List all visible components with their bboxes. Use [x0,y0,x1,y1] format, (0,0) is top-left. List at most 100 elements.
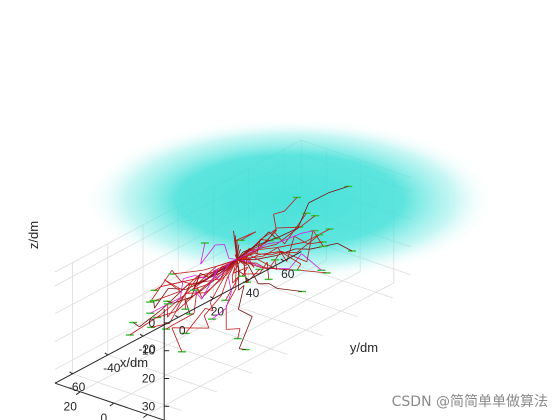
trajectory-segment [272,230,285,245]
trajectory-segment [132,322,140,328]
trajectory-segment [238,270,246,277]
y-tick-label: 60 [281,267,295,281]
trajectory-segment [256,262,269,271]
y-axis-line [54,251,302,384]
trajectory-segment [328,186,349,194]
trajectory-segment [228,258,238,260]
x-axis-label: x/dm [120,355,148,370]
trajectory-segment [226,328,241,330]
trajectory-segment [200,242,206,265]
trajectory-segment [236,253,255,260]
trajectory-segment [208,266,227,278]
y-tick-label: 40 [246,286,260,300]
y-tick [104,352,109,356]
trajectory-segment [221,277,228,296]
trajectory-segment [227,259,238,275]
grid-line [80,259,327,393]
trajectory-segment [306,230,314,262]
trajectory-segment [171,313,195,326]
trajectory-segment [180,280,197,286]
z-axis-label: z/dm [26,221,41,249]
trajectory-segment [337,243,353,252]
trajectory-segment [193,289,203,300]
trajectory-segment [237,328,241,339]
trajectory-segment [200,272,210,278]
trajectory-segment [297,202,310,229]
trajectory-segment [245,253,248,266]
trajectory-segment [296,263,302,271]
trajectory-segment [225,275,241,301]
trajectory-segment [203,263,225,271]
trajectory-segment [236,246,254,260]
grid-line [248,279,358,318]
trajectory-segment [194,269,204,272]
watermark: CSDN @简简单单做算法 [392,393,548,410]
trajectory-segment [247,249,260,256]
axes [54,251,302,420]
trajectory-segment [197,271,215,277]
trajectory-segment [201,268,219,300]
trajectory-segment [277,247,288,262]
y-tick [245,277,249,281]
trajectory-segment [232,266,248,274]
trajectory-segment [248,242,267,252]
trajectory-segment [216,274,222,280]
trajectory-segment [286,236,295,262]
trajectory-segment [259,247,278,250]
trajectory-segment [251,243,269,252]
grid-line [147,282,394,415]
y-tick-label: 0 [179,323,186,337]
trajectory-segment [254,255,277,261]
x-tick-label: 20 [64,400,78,414]
trajectory-segment [176,290,201,312]
y-tick-label: -40 [103,361,121,375]
trajectory-segment [273,210,285,215]
trajectory-segment [201,273,223,291]
trajectory-segment [171,327,183,352]
trajectory-segment [200,244,216,265]
trajectory-segment [139,309,162,328]
trajectory-segment [181,275,199,291]
trajectory-segment [238,285,245,291]
trajectory-segment [274,259,278,270]
trajectory-segment [231,259,238,262]
x-tick [143,414,148,418]
trajectory-segment [155,290,181,301]
trajectory-segment [213,268,219,272]
trajectory-segment [167,300,174,304]
trajectory-segment [167,274,201,318]
trajectory-segment [284,197,298,212]
y-tick-label: 20 [211,305,225,319]
trajectory-segment [246,269,260,284]
trajectory-segment [250,244,277,252]
trajectory-segment [296,234,320,254]
trajectory-segment [172,296,192,304]
z-tick-label: 10 [142,344,156,358]
y-tick-label: -60 [68,380,86,394]
trajectory-segment [253,231,270,248]
trajectory-segment [267,251,282,270]
y-tick [280,258,285,262]
trajectory-segment [238,285,245,310]
trajectory-segment [157,310,177,318]
trajectory-segment [225,291,232,309]
trajectory-segment [220,259,238,280]
trajectory-paths [125,185,356,353]
trajectory-segment [279,227,298,238]
x-axis-line [54,382,165,420]
grid-line [72,373,182,412]
trajectory-segment [153,300,155,309]
trajectory-segment [165,325,173,330]
x-tick-label: 0 [100,411,107,420]
trajectory-segment [236,244,240,260]
trajectory-segment [193,283,209,290]
trajectory-segment [183,275,195,280]
trajectory-segment [149,270,173,303]
trajectory-segment [247,249,258,255]
grid-line [107,354,218,393]
trajectory-segment [298,269,327,274]
trajectory-segment [299,215,316,228]
trajectory-segment [256,230,277,251]
